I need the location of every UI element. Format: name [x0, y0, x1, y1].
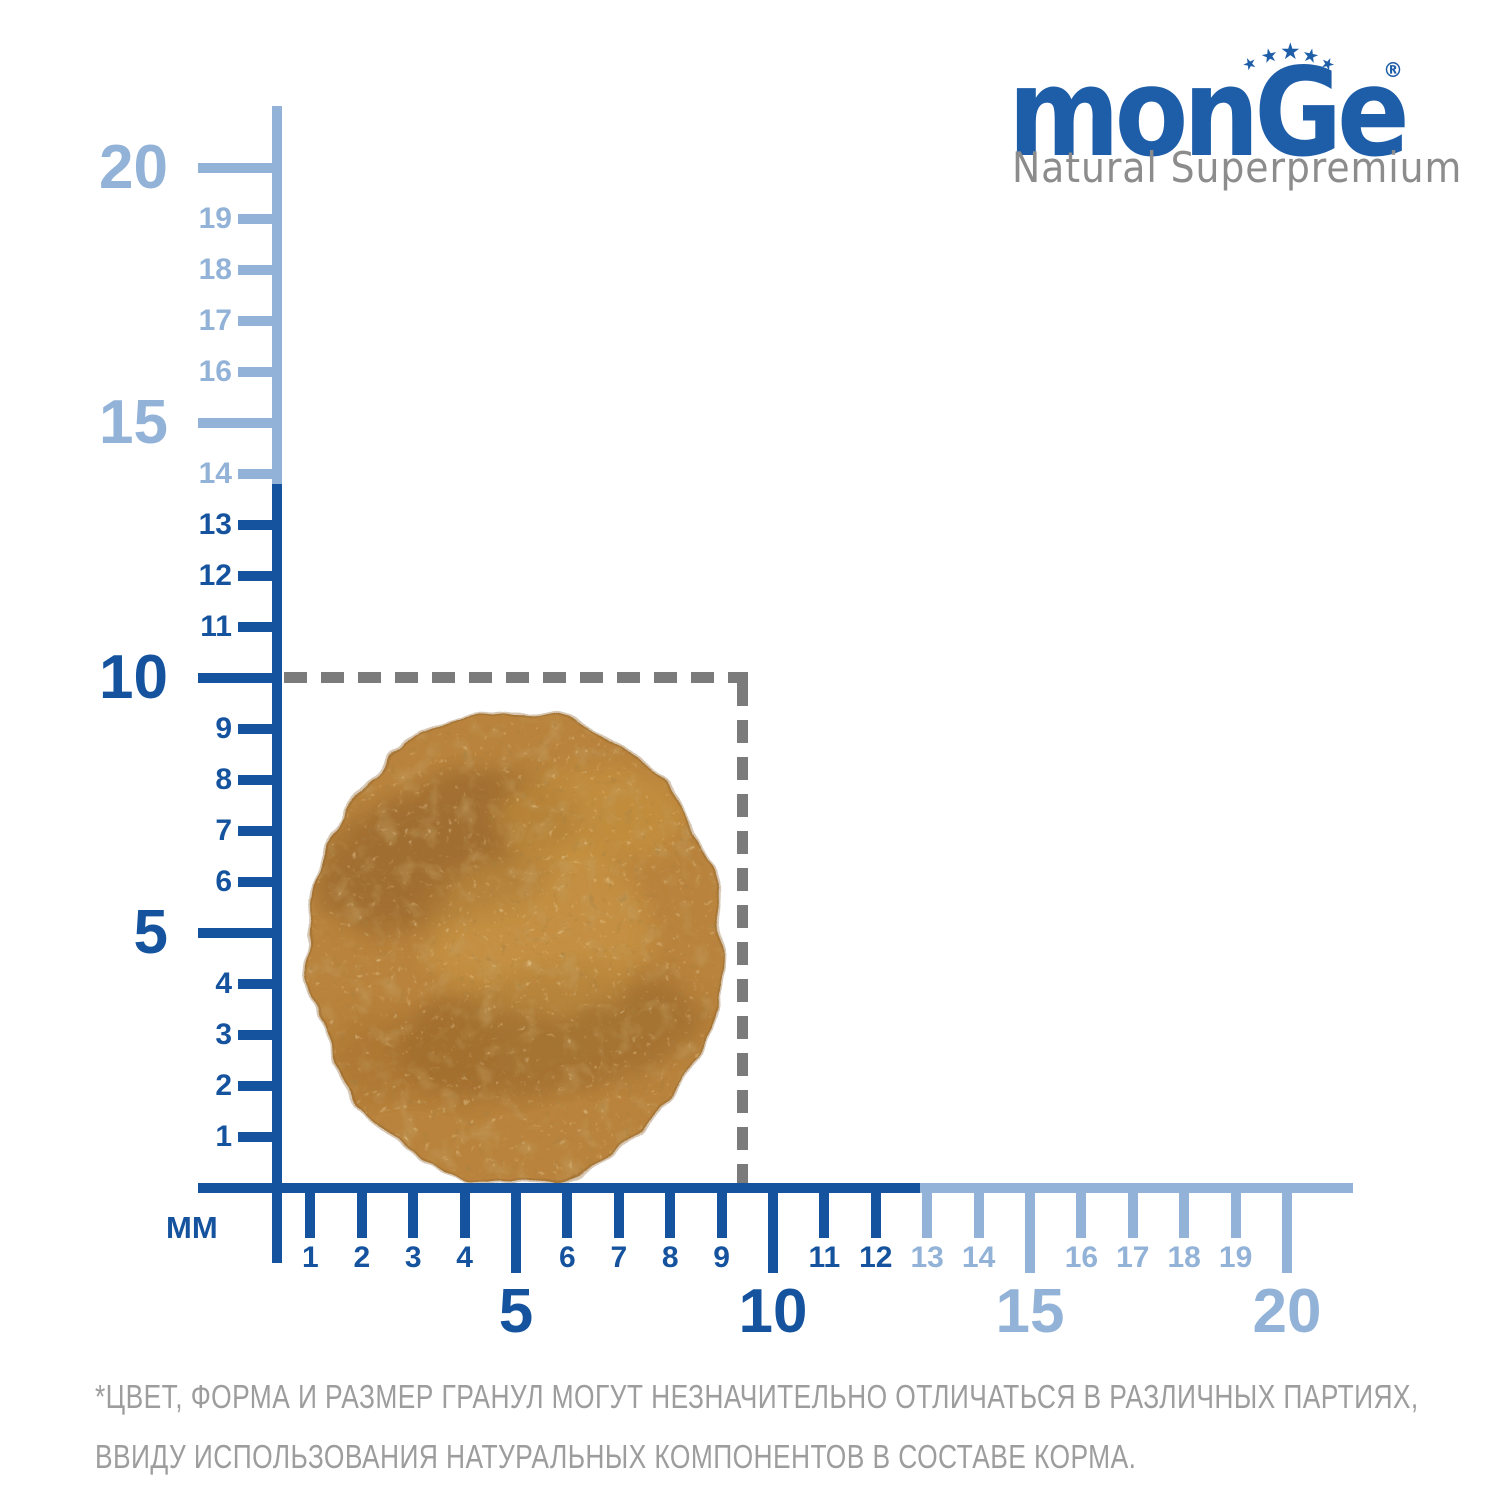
v-tick-label-18: 18 — [198, 253, 232, 286]
size-box-right-edge — [737, 683, 748, 1188]
h-tick-14 — [973, 1183, 984, 1238]
v-tick-1 — [238, 1132, 282, 1142]
v-tick-19 — [238, 214, 282, 224]
v-tick-13 — [238, 520, 282, 530]
h-tick-label-14: 14 — [961, 1241, 996, 1274]
v-tick-label-5: 5 — [133, 898, 168, 967]
v-tick-label-13: 13 — [198, 508, 232, 541]
h-tick-label-3: 3 — [404, 1241, 422, 1274]
h-tick-20 — [1282, 1183, 1292, 1273]
v-tick-label-16: 16 — [198, 355, 232, 388]
v-tick-label-3: 3 — [215, 1018, 232, 1051]
footnote-line-1: *ЦВЕТ, ФОРМА И РАЗМЕР ГРАНУЛ МОГУТ НЕЗНА… — [95, 1378, 1419, 1415]
horizontal-axis-left-segment — [198, 1183, 920, 1193]
v-tick-20 — [198, 163, 282, 173]
v-tick-17 — [238, 316, 282, 326]
vertical-axis-lower-segment — [272, 484, 282, 1263]
v-tick-label-7: 7 — [215, 814, 232, 847]
h-tick-label-12: 12 — [859, 1241, 893, 1274]
h-tick-7 — [613, 1183, 624, 1238]
h-tick-3 — [408, 1183, 419, 1238]
h-tick-9 — [716, 1183, 727, 1238]
v-tick-15 — [198, 418, 282, 428]
h-tick-5 — [511, 1183, 521, 1273]
v-tick-8 — [238, 775, 282, 785]
logo-star-icon: ★ — [1280, 38, 1301, 64]
v-tick-label-17: 17 — [198, 304, 232, 337]
v-tick-label-11: 11 — [200, 610, 232, 643]
h-tick-label-10: 10 — [738, 1277, 808, 1346]
v-tick-label-12: 12 — [198, 559, 232, 592]
v-tick-9 — [238, 724, 282, 734]
h-tick-6 — [562, 1183, 573, 1238]
h-tick-label-7: 7 — [610, 1241, 628, 1274]
brand-logo-text: monGe — [1008, 42, 1410, 184]
v-tick-label-10: 10 — [99, 643, 168, 712]
h-tick-label-6: 6 — [559, 1241, 576, 1274]
h-tick-17 — [1127, 1183, 1138, 1238]
v-tick-label-6: 6 — [215, 865, 232, 898]
v-tick-16 — [238, 367, 282, 377]
v-tick-7 — [238, 826, 282, 836]
h-tick-label-11: 11 — [808, 1241, 841, 1274]
brand-tagline: Natural Superpremium — [1012, 143, 1463, 192]
v-tick-5 — [198, 928, 282, 938]
h-tick-13 — [922, 1183, 933, 1238]
v-tick-label-14: 14 — [198, 457, 232, 490]
h-tick-19 — [1230, 1183, 1241, 1238]
h-tick-label-16: 16 — [1064, 1241, 1099, 1274]
vertical-axis-upper-segment — [272, 106, 282, 484]
v-tick-10 — [198, 673, 282, 683]
v-tick-label-4: 4 — [215, 967, 232, 1000]
v-tick-label-8: 8 — [215, 763, 232, 796]
kibble-photo — [307, 708, 723, 1184]
h-tick-label-9: 9 — [713, 1241, 730, 1274]
h-tick-18 — [1179, 1183, 1190, 1238]
h-tick-label-4: 4 — [456, 1241, 473, 1274]
footnote-line-2: ВВИДУ ИСПОЛЬЗОВАНИЯ НАТУРАЛЬНЫХ КОМПОНЕН… — [95, 1438, 1137, 1475]
v-tick-label-19: 19 — [198, 202, 232, 235]
v-tick-2 — [238, 1081, 282, 1091]
h-tick-label-13: 13 — [910, 1241, 944, 1274]
h-tick-label-15: 15 — [995, 1277, 1065, 1346]
h-tick-16 — [1076, 1183, 1087, 1238]
h-tick-11 — [819, 1183, 830, 1238]
h-tick-label-2: 2 — [353, 1241, 371, 1274]
v-tick-12 — [238, 571, 282, 581]
h-tick-label-19: 19 — [1218, 1241, 1253, 1274]
h-tick-label-1: 1 — [302, 1241, 319, 1274]
h-tick-10 — [768, 1183, 778, 1273]
h-tick-8 — [665, 1183, 676, 1238]
h-tick-label-17: 17 — [1116, 1241, 1150, 1274]
h-tick-label-20: 20 — [1252, 1277, 1322, 1346]
h-tick-12 — [870, 1183, 881, 1238]
v-tick-14 — [238, 469, 282, 479]
v-tick-label-9: 9 — [215, 712, 232, 745]
h-tick-label-18: 18 — [1167, 1241, 1201, 1274]
v-tick-18 — [238, 265, 282, 275]
v-tick-label-20: 20 — [99, 133, 168, 202]
h-tick-2 — [356, 1183, 367, 1238]
h-tick-15 — [1025, 1183, 1035, 1273]
v-tick-6 — [238, 877, 282, 887]
v-tick-label-2: 2 — [215, 1069, 232, 1102]
size-box-top-edge — [284, 672, 748, 683]
v-tick-label-15: 15 — [99, 388, 168, 457]
h-tick-4 — [459, 1183, 470, 1238]
h-tick-label-5: 5 — [498, 1277, 534, 1346]
v-tick-label-1: 1 — [215, 1120, 232, 1153]
unit-label: MM — [166, 1210, 218, 1245]
h-tick-1 — [305, 1183, 316, 1238]
v-tick-3 — [238, 1030, 282, 1040]
registered-trademark-icon: ® — [1383, 58, 1403, 82]
h-tick-label-8: 8 — [661, 1241, 679, 1274]
v-tick-4 — [238, 979, 282, 989]
v-tick-11 — [238, 622, 282, 632]
